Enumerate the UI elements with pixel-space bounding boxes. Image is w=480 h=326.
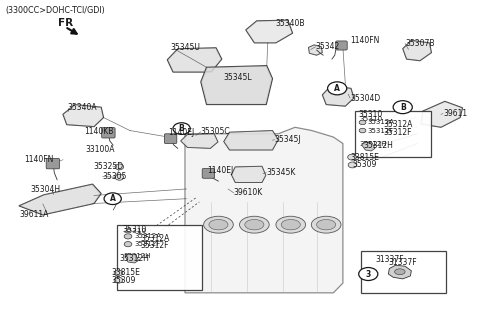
Text: 35340B: 35340B (276, 19, 305, 28)
FancyBboxPatch shape (336, 41, 347, 50)
Text: 35305: 35305 (103, 172, 127, 181)
Text: 35345K: 35345K (266, 168, 296, 177)
Polygon shape (246, 20, 293, 43)
Text: 35305C: 35305C (201, 127, 230, 136)
Text: 31337F: 31337F (388, 258, 417, 267)
Text: 35312F: 35312F (384, 128, 412, 137)
Polygon shape (421, 101, 463, 127)
Ellipse shape (245, 219, 264, 230)
Text: 33815E: 33815E (350, 153, 379, 162)
Circle shape (327, 82, 347, 95)
Polygon shape (19, 184, 101, 215)
Text: 35312H: 35312H (123, 253, 151, 259)
Bar (118, 225, 202, 289)
Ellipse shape (281, 219, 300, 230)
Polygon shape (125, 254, 139, 263)
Ellipse shape (204, 216, 233, 233)
Ellipse shape (209, 219, 228, 230)
Text: 1140EJ: 1140EJ (207, 166, 234, 175)
Text: 31337F: 31337F (375, 255, 404, 263)
Circle shape (359, 128, 366, 133)
Ellipse shape (240, 216, 269, 233)
Polygon shape (180, 134, 218, 148)
Text: 35309: 35309 (112, 276, 136, 285)
Polygon shape (167, 48, 222, 72)
Text: 35312A: 35312A (141, 234, 170, 243)
Text: 3: 3 (366, 270, 371, 278)
Text: 35312A: 35312A (134, 233, 161, 239)
Text: 35304H: 35304H (31, 185, 61, 194)
Text: 35342: 35342 (316, 42, 340, 51)
Polygon shape (403, 40, 432, 61)
Text: 35312F: 35312F (368, 127, 394, 134)
Circle shape (359, 268, 378, 280)
Polygon shape (231, 166, 266, 183)
Ellipse shape (312, 216, 341, 233)
FancyBboxPatch shape (46, 158, 60, 169)
Polygon shape (361, 142, 375, 151)
Ellipse shape (317, 219, 336, 230)
Circle shape (114, 277, 123, 283)
Polygon shape (63, 105, 104, 126)
Text: 1140EJ: 1140EJ (168, 128, 194, 137)
Text: 35307B: 35307B (405, 39, 434, 48)
Text: 35310: 35310 (123, 225, 147, 234)
Text: 35312F: 35312F (141, 241, 169, 250)
Polygon shape (185, 127, 343, 293)
FancyBboxPatch shape (202, 169, 215, 178)
Polygon shape (388, 265, 411, 279)
Text: FR: FR (58, 18, 73, 28)
Text: 35312F: 35312F (134, 241, 160, 247)
Bar (355, 111, 432, 156)
Circle shape (348, 154, 356, 160)
Text: A: A (110, 194, 116, 203)
Text: 33100A: 33100A (85, 144, 114, 154)
Text: 1140FN: 1140FN (350, 36, 380, 45)
Text: 33815E: 33815E (112, 268, 141, 277)
Text: (3300CC>DOHC-TCI/GDI): (3300CC>DOHC-TCI/GDI) (5, 6, 105, 15)
Bar (361, 251, 446, 293)
FancyBboxPatch shape (102, 127, 115, 138)
Text: 35325D: 35325D (94, 162, 124, 171)
Text: 35304D: 35304D (350, 94, 380, 103)
Text: 35310: 35310 (360, 116, 383, 122)
Polygon shape (309, 45, 323, 55)
Text: 39611A: 39611A (20, 210, 49, 219)
Circle shape (173, 123, 190, 134)
Text: 35312A: 35312A (368, 119, 395, 126)
Text: 35309: 35309 (352, 160, 377, 170)
Text: 35310: 35310 (123, 228, 146, 234)
Text: 1140FN: 1140FN (24, 155, 54, 164)
Text: B: B (400, 103, 406, 112)
Text: 35312H: 35312H (363, 141, 393, 150)
Circle shape (104, 193, 121, 204)
Text: 35312A: 35312A (384, 120, 413, 129)
Polygon shape (224, 130, 278, 150)
Text: 39610K: 39610K (234, 188, 263, 197)
Circle shape (114, 270, 123, 276)
Circle shape (348, 162, 357, 168)
Circle shape (124, 234, 132, 239)
Text: 35345L: 35345L (223, 73, 252, 82)
Ellipse shape (276, 216, 306, 233)
Circle shape (124, 242, 132, 247)
Circle shape (115, 174, 124, 180)
Text: 35312H: 35312H (119, 254, 149, 263)
Text: B: B (179, 124, 184, 133)
FancyBboxPatch shape (164, 134, 177, 143)
Circle shape (359, 120, 366, 125)
Circle shape (115, 164, 124, 170)
Ellipse shape (395, 269, 405, 275)
Text: A: A (334, 84, 340, 93)
Text: 35312H: 35312H (360, 141, 387, 147)
Text: 35310: 35310 (359, 111, 383, 119)
Polygon shape (201, 66, 273, 105)
Text: 35345J: 35345J (275, 135, 301, 144)
Circle shape (393, 101, 412, 114)
Text: 1140KB: 1140KB (84, 127, 114, 136)
Text: 35345U: 35345U (170, 43, 201, 52)
Text: 35340A: 35340A (68, 103, 97, 112)
Polygon shape (323, 86, 354, 106)
Text: 39611: 39611 (443, 109, 467, 118)
